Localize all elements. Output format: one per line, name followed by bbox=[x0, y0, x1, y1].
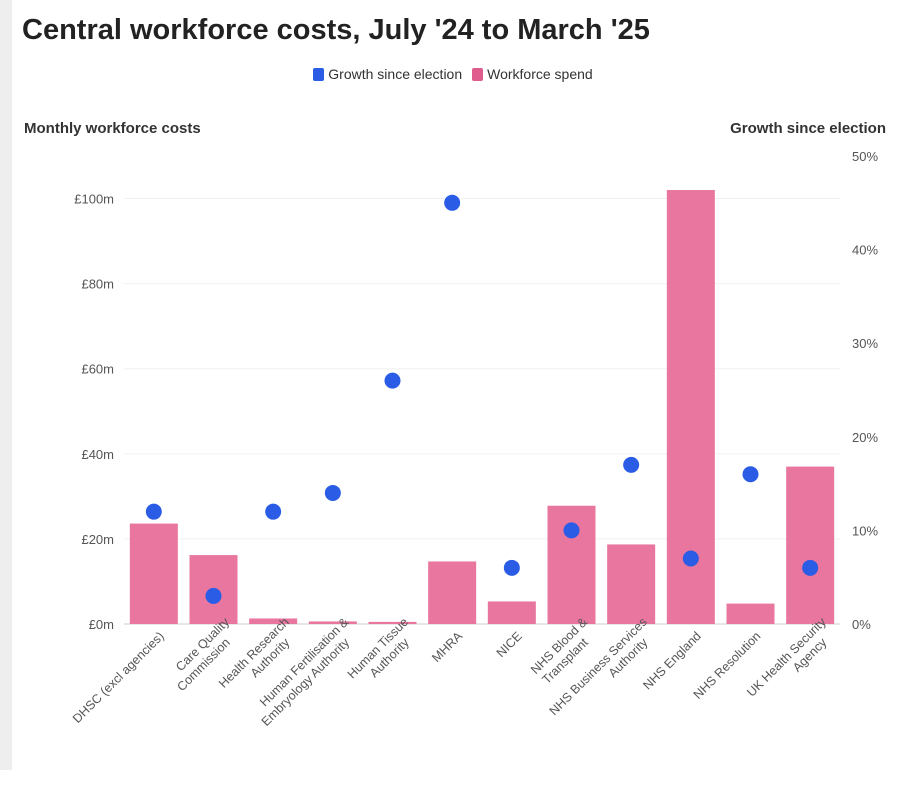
x-category-label-line: NHS England bbox=[640, 629, 703, 692]
bar bbox=[308, 621, 357, 624]
bar bbox=[249, 618, 298, 624]
point bbox=[682, 550, 699, 567]
point bbox=[444, 194, 461, 211]
bottom-margin bbox=[0, 770, 906, 790]
bar bbox=[786, 466, 835, 624]
legend-item-growth[interactable]: Growth since election bbox=[313, 66, 462, 82]
bar bbox=[607, 544, 656, 624]
point bbox=[623, 456, 640, 473]
x-category-label-line: NICE bbox=[494, 629, 525, 660]
legend-swatch-growth bbox=[313, 67, 325, 81]
bar bbox=[129, 523, 178, 624]
y-right-tick-label: 30% bbox=[852, 336, 878, 351]
y-right-tick-label: 0% bbox=[852, 617, 871, 632]
left-axis-title: Monthly workforce costs bbox=[24, 120, 201, 137]
y-left-tick-label: £100m bbox=[74, 192, 114, 207]
x-category-label: DHSC (excl agencies) bbox=[70, 629, 167, 726]
bar bbox=[487, 601, 536, 624]
point bbox=[742, 466, 759, 483]
bar bbox=[726, 603, 775, 624]
bar bbox=[428, 561, 477, 624]
x-category-label: Human TissueAuthority bbox=[345, 615, 422, 692]
legend-item-spend[interactable]: Workforce spend bbox=[472, 66, 593, 82]
point bbox=[265, 503, 282, 520]
right-axis-title: Growth since election bbox=[730, 120, 886, 137]
y-left-tick-label: £20m bbox=[81, 532, 114, 547]
x-category-label: NICE bbox=[494, 629, 525, 660]
x-category-label-line: MHRA bbox=[429, 629, 465, 665]
bar bbox=[368, 621, 417, 624]
left-margin-strip bbox=[0, 0, 12, 790]
legend-label-spend: Workforce spend bbox=[487, 66, 593, 82]
point bbox=[802, 559, 819, 576]
x-category-label: MHRA bbox=[429, 629, 465, 665]
y-left-tick-label: £60m bbox=[81, 362, 114, 377]
x-category-label: UK Health SecurityAgency bbox=[744, 614, 840, 710]
point bbox=[563, 522, 580, 539]
point bbox=[145, 503, 162, 520]
y-right-tick-label: 40% bbox=[852, 243, 878, 258]
legend-label-growth: Growth since election bbox=[328, 66, 463, 82]
y-left-tick-label: £0m bbox=[89, 617, 114, 632]
y-right-tick-label: 20% bbox=[852, 430, 878, 445]
chart-title: Central workforce costs, July '24 to Mar… bbox=[22, 14, 650, 46]
x-category-label-line: DHSC (excl agencies) bbox=[70, 629, 167, 726]
point bbox=[324, 484, 341, 501]
y-right-tick-label: 10% bbox=[852, 523, 878, 538]
point bbox=[384, 372, 401, 389]
legend-swatch-spend bbox=[472, 67, 484, 81]
y-left-tick-label: £80m bbox=[81, 277, 114, 292]
y-left-tick-label: £40m bbox=[81, 447, 114, 462]
y-right-tick-label: 50% bbox=[852, 149, 878, 164]
point bbox=[503, 559, 520, 576]
x-category-label: NHS England bbox=[640, 629, 703, 692]
point bbox=[205, 587, 222, 604]
legend: Growth since election Workforce spend bbox=[0, 66, 906, 82]
